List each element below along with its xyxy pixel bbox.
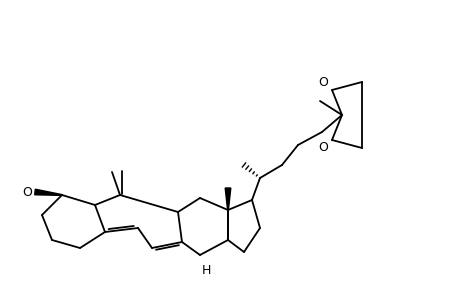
Polygon shape xyxy=(225,188,230,210)
Polygon shape xyxy=(34,189,62,195)
Text: O: O xyxy=(22,185,32,199)
Text: O: O xyxy=(318,76,327,89)
Text: O: O xyxy=(318,141,327,154)
Text: H: H xyxy=(202,264,211,277)
